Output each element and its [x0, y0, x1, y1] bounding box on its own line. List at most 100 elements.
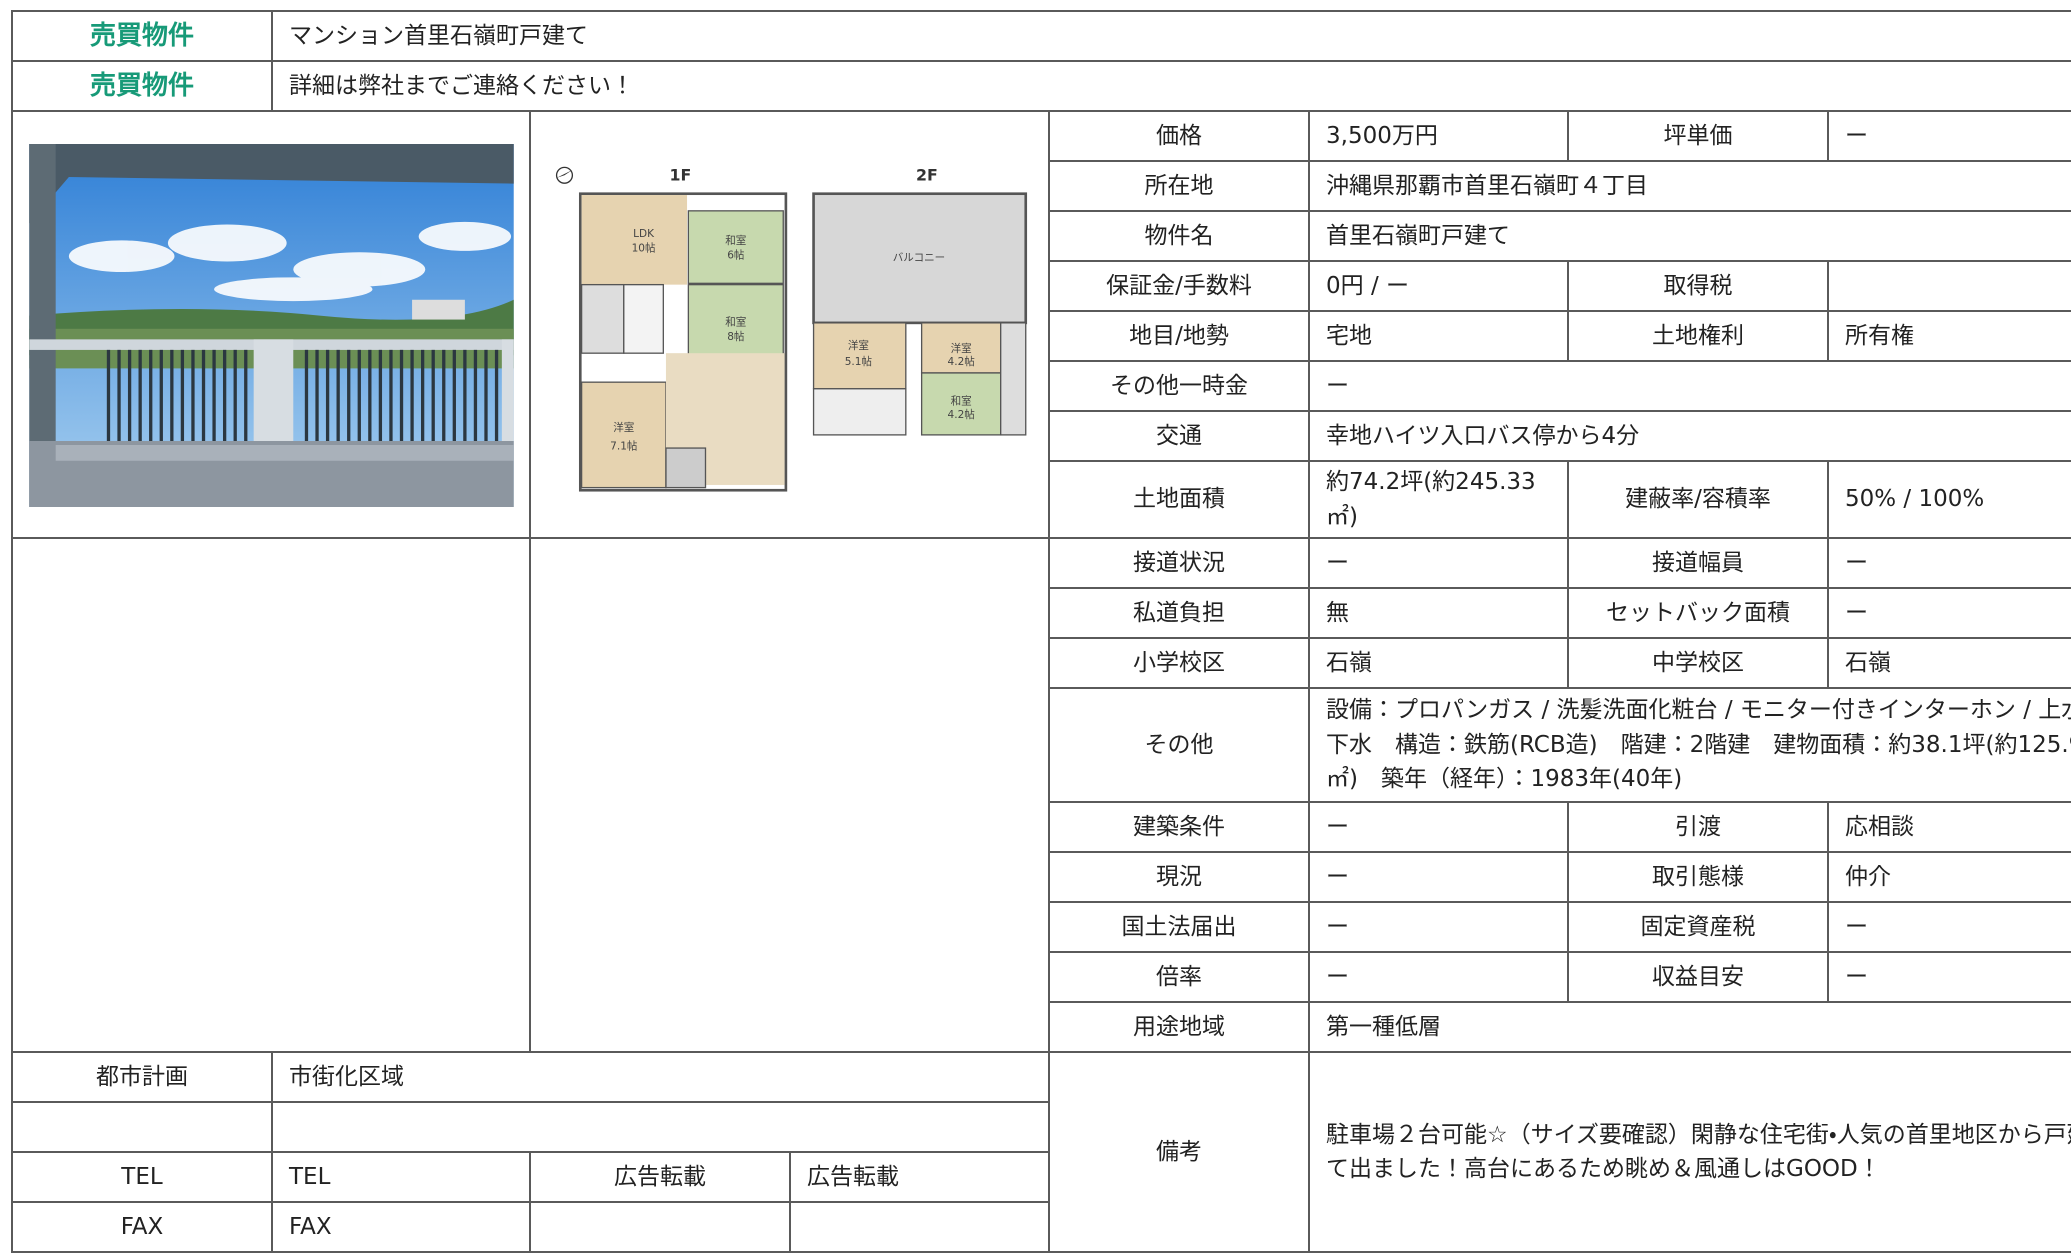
field-label: 備考 — [1048, 1051, 1310, 1253]
listing: 売買物件 マンション首里石嶺町戸建て 売買物件 詳細は弊社までご連絡ください！ 1F… — [11, 10, 2071, 1253]
room-label: 8帖 — [727, 330, 745, 343]
room-label: 和室 — [725, 317, 746, 329]
floorplan-cell: 1F 2F LDK 10帖 和室 6帖 和室 8帖 洋室 7.1帖 バルコニー 洋室 5.1帖 洋室 4.2… — [529, 110, 1050, 539]
field-value: ー — [1826, 951, 2071, 1003]
field-value: 第一種低層 — [1307, 1001, 2071, 1053]
header-text: マンション首里石嶺町戸建て — [270, 10, 2071, 62]
field-value: ー — [1308, 851, 1569, 903]
empty-cell — [11, 537, 531, 1053]
field-value: 所有権 — [1826, 310, 2071, 362]
header-label: 売買物件 — [11, 60, 273, 112]
field-label: 用途地域 — [1048, 1001, 1310, 1053]
field-label: 土地権利 — [1567, 310, 1829, 362]
room-label: 和室 — [725, 235, 746, 247]
listing-table: 売買物件 マンション首里石嶺町戸建て 売買物件 詳細は弊社までご連絡ください！ 1F… — [11, 10, 2071, 1253]
field-value: 仲介 — [1826, 851, 2071, 903]
field-label: 保証金/手数料 — [1048, 260, 1310, 312]
field-label: 坪単価 — [1567, 110, 1829, 162]
field-value: ー — [1826, 901, 2071, 953]
field-label: 小学校区 — [1048, 637, 1310, 689]
header-label: 売買物件 — [11, 10, 273, 62]
field-label: 所在地 — [1048, 160, 1310, 212]
field-value: 市街化区域 — [271, 1051, 1050, 1103]
field-value: 0円 / ー — [1308, 260, 1569, 312]
room-label: 4.2帖 — [948, 355, 976, 368]
room-label: 7.1帖 — [610, 439, 638, 452]
field-label: 倍率 — [1048, 951, 1310, 1003]
field-label: セットバック面積 — [1567, 587, 1829, 639]
field-value: TEL — [271, 1151, 531, 1203]
field-value: 沖縄県那覇市首里石嶺町４丁目 — [1307, 160, 2071, 212]
field-value: ー — [1308, 901, 1569, 953]
field-label: 建蔽率/容積率 — [1567, 460, 1829, 539]
floorplan: 1F 2FLDK10帖和室6帖和室8帖洋室7.1帖バルコニー洋室5.1帖洋室4.2… — [555, 166, 1028, 492]
field-value: 宅地 — [1308, 310, 1569, 362]
field-value: 広告転載 — [789, 1151, 1050, 1203]
field-value: 3,500万円 — [1308, 110, 1569, 162]
room-label: 6帖 — [727, 248, 745, 261]
floor-label: 2F — [916, 166, 938, 185]
field-value — [1826, 260, 2071, 312]
field-value: 応相談 — [1826, 801, 2071, 853]
field-value: 石嶺 — [1826, 637, 2071, 689]
room-label: 洋室 — [951, 342, 972, 355]
field-label: 取引態様 — [1567, 851, 1829, 903]
room-label: 洋室 — [613, 421, 634, 434]
field-label: 物件名 — [1048, 210, 1310, 262]
field-value: 設備：プロパンガス / 洗髪洗面化粧台 / モニター付きインターホン / 上水 … — [1307, 687, 2071, 803]
field-label: 土地面積 — [1048, 460, 1310, 539]
empty-cell — [271, 1101, 1050, 1153]
field-value: ー — [1826, 537, 2071, 589]
room-label: 和室 — [951, 396, 972, 408]
room-label: 4.2帖 — [948, 408, 976, 421]
field-value: ー — [1826, 587, 2071, 639]
field-label: 固定資産税 — [1567, 901, 1829, 953]
field-label: 国土法届出 — [1048, 901, 1310, 953]
field-value: ー — [1308, 801, 1569, 853]
field-label: 価格 — [1048, 110, 1310, 162]
field-value: ー — [1308, 537, 1569, 589]
empty-cell — [529, 1201, 791, 1253]
field-value: FAX — [271, 1201, 531, 1253]
field-value: ー — [1308, 951, 1569, 1003]
empty-cell — [529, 537, 1050, 1053]
field-label: 都市計画 — [11, 1051, 273, 1103]
room-label: 5.1帖 — [845, 355, 873, 368]
field-label: 接道状況 — [1048, 537, 1310, 589]
room-label: バルコニー — [893, 252, 945, 264]
field-value: 無 — [1308, 587, 1569, 639]
field-label: 現況 — [1048, 851, 1310, 903]
field-value: ー — [1826, 110, 2071, 162]
field-label: 交通 — [1048, 410, 1310, 462]
field-label: 中学校区 — [1567, 637, 1829, 689]
field-value: 約74.2坪(約245.33㎡) — [1308, 460, 1569, 539]
empty-cell — [11, 1101, 273, 1153]
field-label: 収益目安 — [1567, 951, 1829, 1003]
room-label: LDK — [633, 228, 655, 240]
field-label: 広告転載 — [529, 1151, 791, 1203]
field-label: 取得税 — [1567, 260, 1829, 312]
field-label: 接道幅員 — [1567, 537, 1829, 589]
field-value: 石嶺 — [1308, 637, 1569, 689]
empty-cell — [789, 1201, 1050, 1253]
floor-label: 1F — [670, 166, 692, 185]
field-label: 建築条件 — [1048, 801, 1310, 853]
field-label: 引渡 — [1567, 801, 1829, 853]
photo — [29, 144, 514, 507]
field-value: 50% / 100% — [1826, 460, 2071, 539]
field-value: ー — [1307, 360, 2071, 412]
room-label: 10帖 — [632, 242, 656, 255]
photo-cell — [11, 110, 531, 539]
field-value: 幸地ハイツ入口バス停から4分 — [1307, 410, 2071, 462]
remarks-text: 駐車場２台可能☆（サイズ要確認）閑静な住宅街・人気の首里地区から戸建て出ました！… — [1307, 1051, 2071, 1253]
header-text: 詳細は弊社までご連絡ください！ — [270, 60, 2071, 112]
field-label: FAX — [11, 1201, 273, 1253]
field-label: 私道負担 — [1048, 587, 1310, 639]
room-label: 洋室 — [848, 339, 869, 352]
field-label: 地目/地勢 — [1048, 310, 1310, 362]
field-value: 首里石嶺町戸建て — [1307, 210, 2071, 262]
field-label: その他 — [1048, 687, 1310, 803]
field-label: TEL — [11, 1151, 273, 1203]
